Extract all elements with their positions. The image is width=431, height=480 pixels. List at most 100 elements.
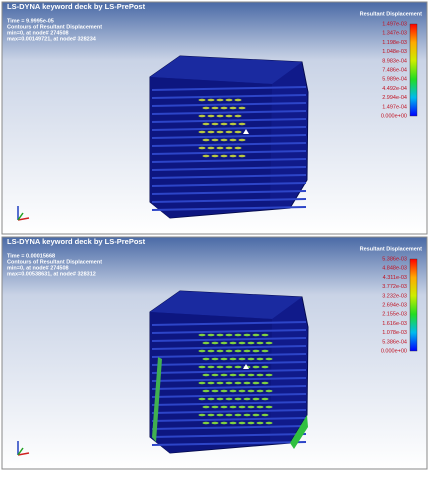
- header-line: Time = 0.00015668: [7, 253, 55, 259]
- legend-title: Resultant Displacement: [360, 11, 423, 17]
- displacement-highlight: [243, 381, 251, 385]
- legend-label: 4.848e-03: [382, 266, 407, 272]
- model-stripe: [151, 345, 307, 350]
- model-stripe: [151, 174, 307, 179]
- displacement-highlight: [216, 365, 224, 369]
- displacement-highlight: [265, 389, 273, 393]
- displacement-highlight: [238, 405, 246, 409]
- displacement-highlight: [225, 146, 233, 150]
- displacement-highlight: [225, 365, 233, 369]
- model-stripe: [151, 441, 307, 446]
- legend-label: 1.048e-03: [382, 49, 407, 55]
- displacement-highlight: [252, 333, 260, 337]
- model-stripe: [151, 329, 307, 334]
- displacement-highlight: [220, 373, 228, 377]
- displacement-highlight: [234, 333, 242, 337]
- displacement-highlight: [207, 114, 215, 118]
- header-line: Contours of Resultant Displacement: [7, 259, 102, 265]
- displacement-highlight: [202, 122, 210, 126]
- legend-label: 7.486e-04: [382, 67, 407, 73]
- displacement-highlight: [198, 98, 206, 102]
- displacement-highlight: [216, 381, 224, 385]
- legend-label: 1.347e-03: [382, 31, 407, 37]
- axis-y: [17, 212, 24, 221]
- displacement-highlight: [256, 389, 264, 393]
- viewport-panel: LS-DYNA keyword deck by LS-PrePost Time =…: [1, 1, 428, 235]
- displacement-highlight: [220, 389, 228, 393]
- axis-x: [17, 217, 30, 221]
- displacement-highlight: [261, 333, 269, 337]
- displacement-highlight: [220, 357, 228, 361]
- displacement-highlight: [216, 333, 224, 337]
- displacement-highlight: [247, 357, 255, 361]
- node-marker: [243, 129, 249, 134]
- displacement-highlight: [220, 106, 228, 110]
- displacement-highlight: [238, 106, 246, 110]
- displacement-highlight: [256, 357, 264, 361]
- legend-label: 0.000e+00: [381, 113, 407, 119]
- displacement-highlight: [202, 106, 210, 110]
- displacement-highlight: [198, 365, 206, 369]
- displacement-highlight: [229, 154, 237, 158]
- axis-y: [17, 447, 24, 456]
- header-line: min=0, at node# 274508: [7, 30, 69, 36]
- displacement-highlight: [207, 381, 215, 385]
- legend-label: 4.311e-03: [383, 275, 407, 281]
- displacement-highlight: [211, 357, 219, 361]
- header-line: min=0, at node# 274508: [7, 265, 69, 271]
- model-stripe: [151, 369, 307, 374]
- legend-label: 2.694e-03: [382, 302, 407, 308]
- displacement-highlight: [225, 349, 233, 353]
- displacement-highlight: [198, 333, 206, 337]
- model-stripe: [151, 425, 307, 430]
- viewport-panel: LS-DYNA keyword deck by LS-PrePost Time =…: [1, 236, 428, 470]
- displacement-highlight: [211, 106, 219, 110]
- displacement-highlight: [243, 397, 251, 401]
- model-stripe: [151, 134, 307, 139]
- displacement-highlight: [261, 397, 269, 401]
- displacement-highlight: [211, 373, 219, 377]
- displacement-highlight: [261, 365, 269, 369]
- displacement-highlight: [238, 341, 246, 345]
- legend-label: 5.386e-04: [382, 339, 407, 345]
- displacement-highlight: [211, 421, 219, 425]
- header-line: max=0.00538631, at node# 328312: [7, 271, 96, 277]
- displacement-highlight: [234, 130, 242, 134]
- displacement-highlight: [229, 421, 237, 425]
- model-stripe: [151, 150, 307, 155]
- legend-label: 8.983e-04: [382, 58, 407, 64]
- displacement-highlight: [252, 365, 260, 369]
- displacement-highlight: [207, 413, 215, 417]
- legend-label: 2.155e-03: [382, 312, 407, 318]
- displacement-highlight: [216, 413, 224, 417]
- displacement-highlight: [252, 381, 260, 385]
- displacement-highlight: [207, 98, 215, 102]
- displacement-highlight: [207, 349, 215, 353]
- displacement-highlight: [198, 114, 206, 118]
- model-top-face: [150, 291, 302, 319]
- edge-highlight: [290, 415, 308, 449]
- model-stripe: [151, 158, 307, 163]
- displacement-highlight: [238, 154, 246, 158]
- displacement-highlight: [202, 138, 210, 142]
- model-stripe: [151, 182, 307, 187]
- displacement-highlight: [247, 341, 255, 345]
- displacement-highlight: [207, 397, 215, 401]
- displacement-highlight: [234, 381, 242, 385]
- axis-x: [17, 452, 30, 456]
- displacement-highlight: [198, 381, 206, 385]
- displacement-highlight: [261, 349, 269, 353]
- model-stripe: [151, 409, 307, 414]
- displacement-highlight: [216, 130, 224, 134]
- legend-label: 1.198e-03: [382, 40, 407, 46]
- displacement-highlight: [220, 405, 228, 409]
- legend-label: 1.078e-03: [382, 330, 407, 336]
- displacement-highlight: [252, 397, 260, 401]
- model-stripe: [151, 110, 307, 115]
- displacement-highlight: [216, 146, 224, 150]
- displacement-highlight: [238, 389, 246, 393]
- displacement-highlight: [229, 357, 237, 361]
- displacement-highlight: [225, 114, 233, 118]
- header-title: LS-DYNA keyword deck by LS-PrePost: [7, 237, 146, 246]
- displacement-highlight: [265, 341, 273, 345]
